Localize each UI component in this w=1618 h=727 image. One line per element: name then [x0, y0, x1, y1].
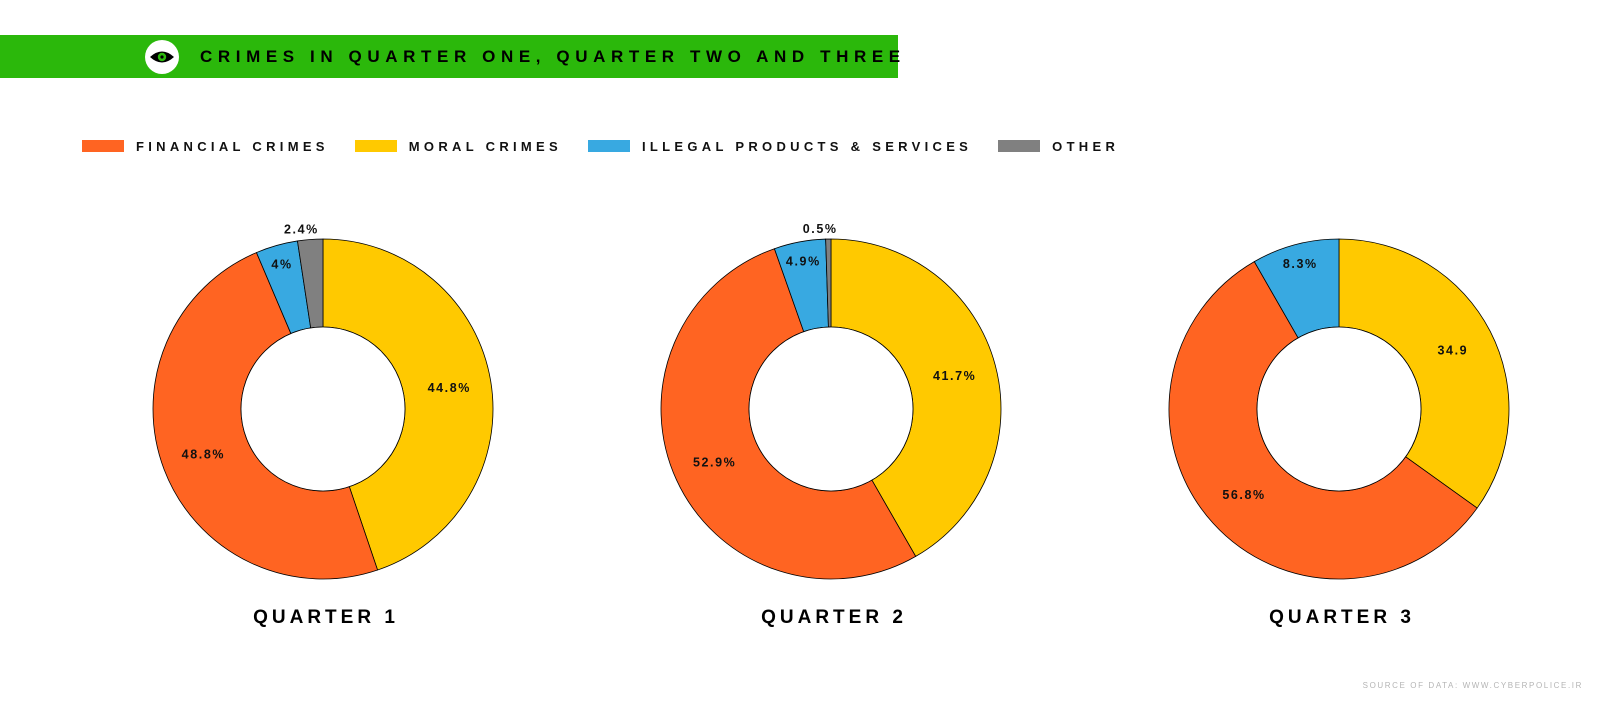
label-q1-financial: 48.8% — [182, 448, 225, 462]
legend-label-illegal: ILLEGAL PRODUCTS & SERVICES — [642, 138, 973, 154]
legend-swatch-illegal — [588, 140, 630, 152]
label-q1-moral: 44.8% — [428, 381, 471, 395]
legend-swatch-other — [998, 140, 1041, 152]
label-q2-illegal: 4.9% — [786, 255, 821, 269]
legend-item-financial: FINANCIAL CRIMES — [82, 139, 329, 154]
title-bar: CRIMES IN QUARTER ONE, QUARTER TWO AND T… — [0, 35, 900, 78]
legend-swatch-moral — [354, 140, 397, 152]
legend-item-other: OTHER — [998, 139, 1119, 154]
donut-hole-q2 — [748, 326, 914, 492]
chart-title-q1: QUARTER 1 — [253, 607, 399, 628]
legend: FINANCIAL CRIMES MORAL CRIMES ILLEGAL PR… — [82, 137, 1145, 155]
chart-title: CRIMES IN QUARTER ONE, QUARTER TWO AND T… — [200, 47, 906, 66]
eye-badge — [145, 40, 179, 74]
legend-label-moral: MORAL CRIMES — [408, 138, 562, 154]
label-q1-other: 2.4% — [284, 223, 319, 237]
legend-item-moral: MORAL CRIMES — [354, 138, 562, 154]
donut-hole-q3 — [1256, 326, 1422, 492]
label-q3-financial: 56.8% — [1222, 488, 1265, 502]
legend-label-financial: FINANCIAL CRIMES — [136, 138, 329, 154]
label-q3-moral: 34.9 — [1437, 344, 1468, 358]
legend-swatch-financial — [82, 140, 124, 152]
label-q2-moral: 41.7% — [933, 369, 976, 383]
legend-label-other: OTHER — [1052, 138, 1120, 154]
label-q3-illegal: 8.3% — [1283, 257, 1318, 271]
donut-hole-q1 — [240, 326, 406, 492]
legend-item-illegal: ILLEGAL PRODUCTS & SERVICES — [588, 139, 972, 154]
eye-icon — [150, 51, 174, 63]
label-q1-illegal: 4% — [271, 258, 292, 272]
chart-title-q2: QUARTER 2 — [761, 607, 907, 628]
label-q2-other: 0.5% — [803, 222, 838, 236]
chart-title-q3: QUARTER 3 — [1269, 607, 1415, 628]
source-note: SOURCE OF DATA: WWW.CYBERPOLICE.IR — [1362, 681, 1583, 690]
label-q2-financial: 52.9% — [693, 455, 736, 469]
